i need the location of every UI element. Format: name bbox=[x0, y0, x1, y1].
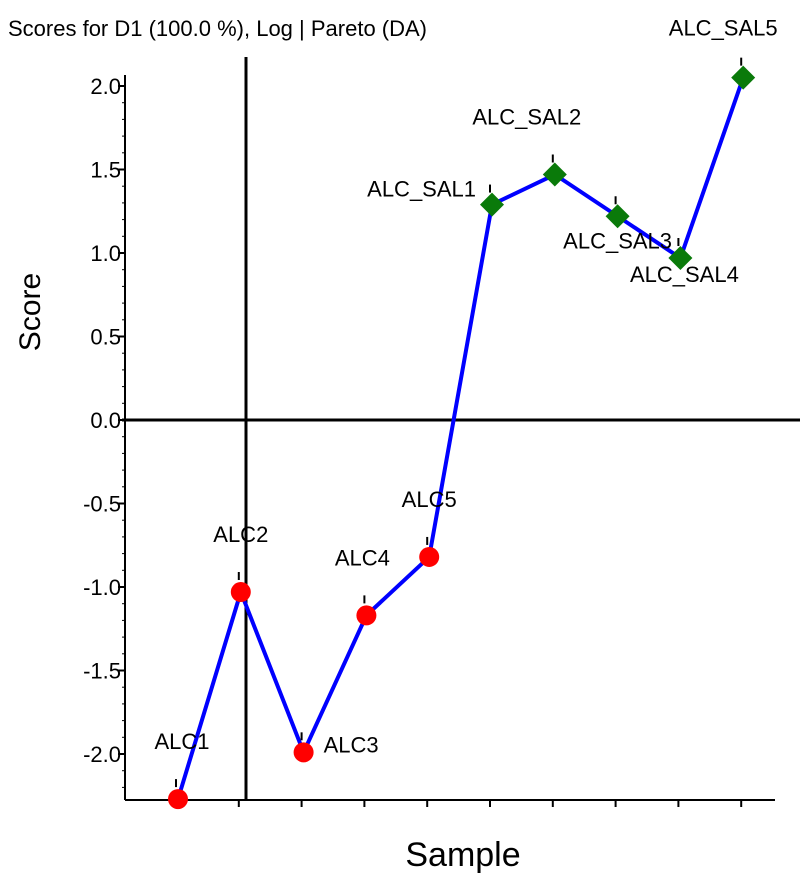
series-line bbox=[176, 76, 746, 800]
y-axis-title: Score bbox=[14, 273, 47, 351]
y-tick-label: 0.5 bbox=[90, 325, 121, 350]
series-polyline bbox=[176, 76, 746, 800]
marker-alc1 bbox=[168, 789, 188, 810]
y-tick-label: 1.0 bbox=[90, 241, 121, 266]
y-tick-label: -2.0 bbox=[83, 742, 121, 767]
data-markers bbox=[168, 57, 756, 810]
point-label: ALC_SAL2 bbox=[472, 105, 581, 130]
y-tick-label: -1.5 bbox=[83, 659, 121, 684]
marker-alc-sal4 bbox=[668, 246, 693, 271]
y-tick-label: -1.0 bbox=[83, 575, 121, 600]
y-tick-label: 2.0 bbox=[90, 74, 121, 99]
marker-alc2 bbox=[230, 582, 251, 603]
point-label: ALC2 bbox=[213, 522, 268, 547]
x-axis-title: Sample bbox=[405, 836, 520, 874]
point-label: ALC1 bbox=[154, 729, 209, 754]
y-tick-label: 0.0 bbox=[90, 408, 121, 433]
point-label: ALC3 bbox=[324, 732, 379, 757]
chart-title: Scores for D1 (100.0 %), Log | Pareto (D… bbox=[8, 16, 427, 41]
point-label: ALC4 bbox=[335, 545, 390, 570]
point-label: ALC5 bbox=[402, 487, 457, 512]
point-label: ALC_SAL4 bbox=[630, 262, 739, 287]
marker-alc4 bbox=[356, 605, 377, 626]
y-tick-label: 1.5 bbox=[90, 158, 121, 183]
point-label: ALC_SAL3 bbox=[563, 228, 672, 253]
point-label: ALC_SAL5 bbox=[669, 16, 778, 41]
marker-alc5 bbox=[419, 546, 440, 567]
marker-alc-sal2 bbox=[542, 162, 567, 187]
point-labels: ALC1 ALC2 ALC3 ALC4 ALC5 ALC_SAL1 ALC_SAL2 ALC_… bbox=[154, 16, 777, 758]
marker-alc-sal3 bbox=[605, 204, 630, 229]
axes: 2.0 1.5 1.0 0.5 0.0 -0.5 -1.0 -1.5 -2.0 bbox=[83, 57, 800, 807]
y-tick-label: -0.5 bbox=[83, 492, 121, 517]
marker-alc-sal5 bbox=[731, 65, 756, 90]
point-label: ALC_SAL1 bbox=[367, 177, 476, 202]
marker-alc3 bbox=[293, 742, 314, 763]
marker-alc-sal1 bbox=[480, 192, 504, 217]
